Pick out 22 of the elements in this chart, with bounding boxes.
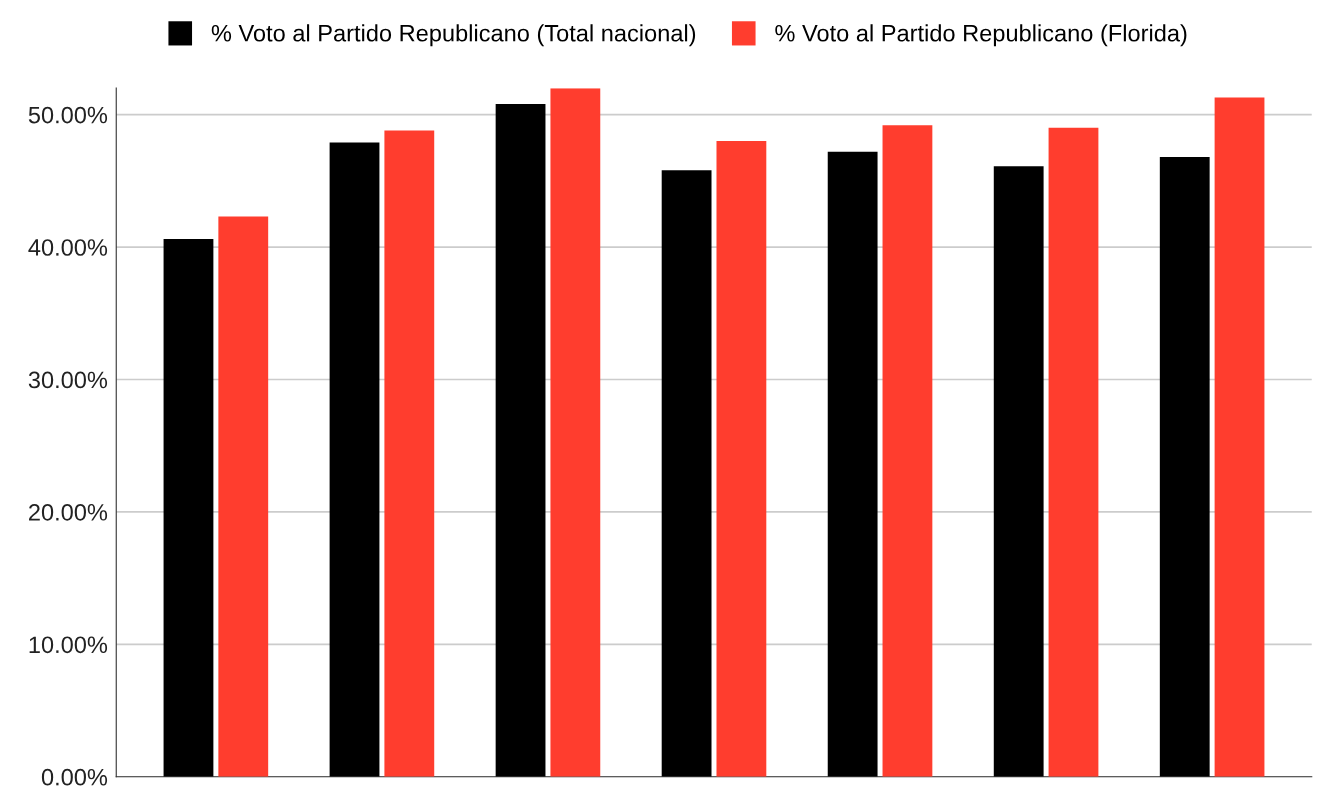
y-tick-label: 20.00% <box>29 503 108 521</box>
y-tick-label: 30.00% <box>28 371 108 389</box>
y-tick-label: 10.00% <box>29 636 108 654</box>
y-tick-label: 40.00% <box>28 239 108 256</box>
bar <box>329 142 380 777</box>
bar <box>1214 97 1265 777</box>
y-tick-label: 50.00% <box>28 106 108 124</box>
bar <box>1048 127 1099 777</box>
bar <box>163 239 214 777</box>
bar <box>495 104 546 777</box>
bar <box>384 130 435 777</box>
bar <box>882 125 933 777</box>
bar <box>827 151 878 777</box>
legend-label: % Voto al Partido Republicano (Florida) <box>775 24 1187 47</box>
bar <box>661 170 712 777</box>
bar <box>1159 157 1210 777</box>
legend-label: % Voto al Partido Republicano (Total nacional) <box>211 24 696 47</box>
y-tick-label: 0.00% <box>41 768 108 786</box>
bar <box>218 216 269 777</box>
bar <box>550 88 601 777</box>
bar <box>716 141 767 777</box>
bar <box>993 166 1044 777</box>
